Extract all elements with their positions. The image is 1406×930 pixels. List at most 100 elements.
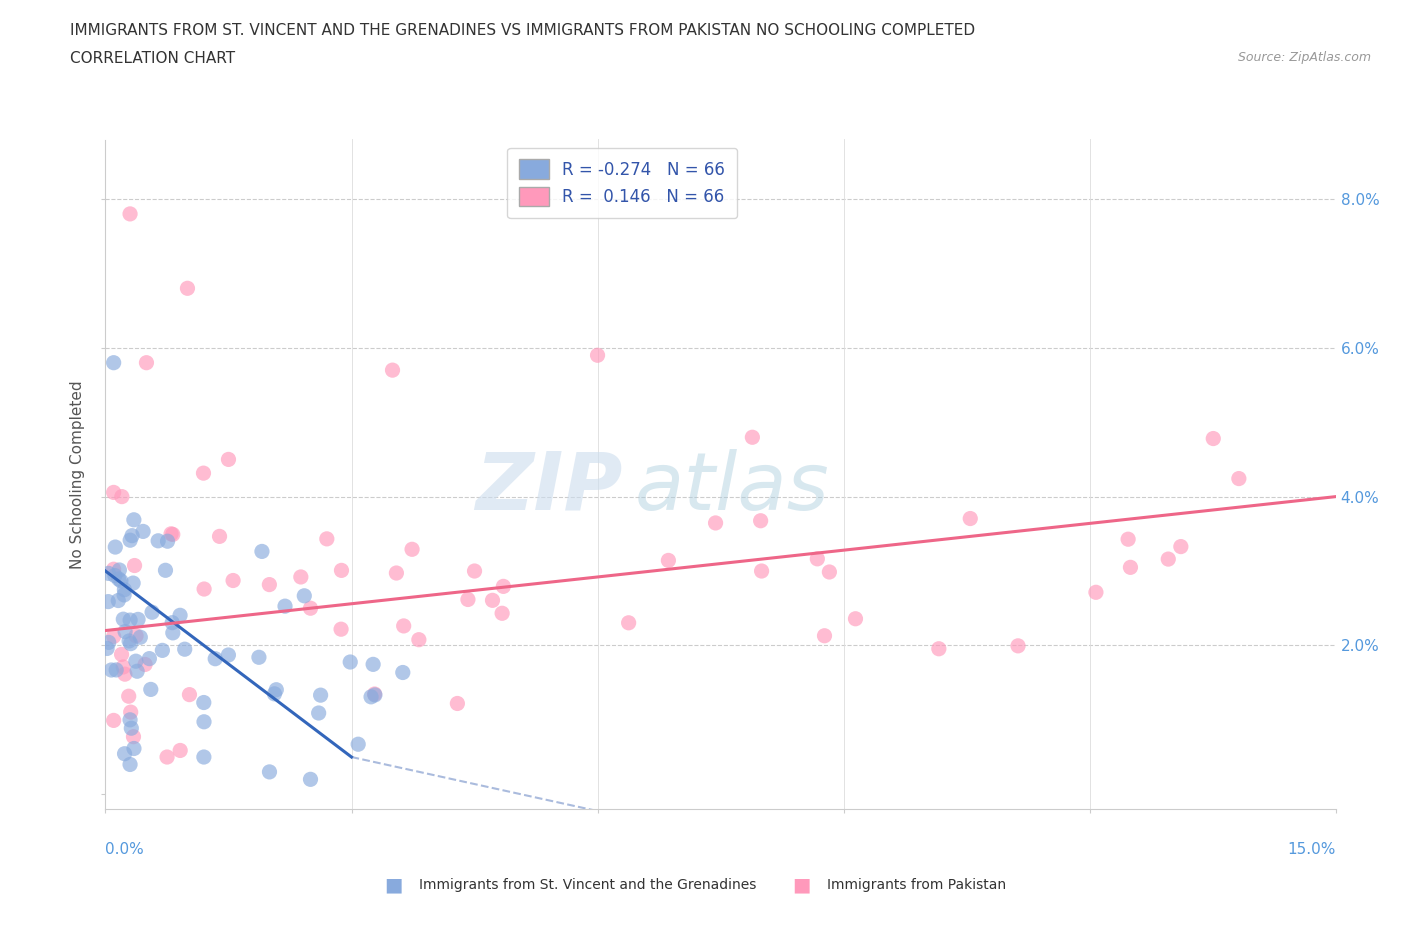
Text: ■: ■	[792, 876, 811, 895]
Point	[586, 348, 609, 363]
Point	[193, 695, 215, 710]
Point	[492, 579, 515, 594]
Text: Source: ZipAtlas.com: Source: ZipAtlas.com	[1237, 51, 1371, 64]
Point	[247, 650, 270, 665]
Point	[120, 705, 142, 720]
Point	[1119, 560, 1142, 575]
Point	[741, 430, 763, 445]
Point	[118, 633, 141, 648]
Point	[104, 568, 127, 583]
Point	[120, 712, 141, 727]
Point	[218, 452, 240, 467]
Point	[1170, 539, 1192, 554]
Point	[1084, 585, 1107, 600]
Point	[339, 655, 361, 670]
Point	[97, 635, 120, 650]
Point	[120, 613, 142, 628]
Point	[385, 565, 408, 580]
Point	[162, 527, 184, 542]
Point	[263, 686, 285, 701]
Point	[160, 526, 183, 541]
Point	[110, 647, 132, 662]
Point	[127, 612, 149, 627]
Point	[122, 729, 145, 744]
Point	[363, 686, 385, 701]
Text: 15.0%: 15.0%	[1288, 842, 1336, 857]
Point	[114, 746, 136, 761]
Point	[193, 581, 215, 596]
Point	[1116, 532, 1139, 547]
Point	[446, 696, 468, 711]
Point	[457, 592, 479, 607]
Point	[1202, 432, 1225, 446]
Point	[110, 574, 132, 589]
Text: 0.0%: 0.0%	[105, 842, 145, 857]
Point	[292, 589, 315, 604]
Point	[111, 489, 134, 504]
Point	[392, 618, 415, 633]
Point	[1227, 472, 1250, 486]
Point	[749, 513, 772, 528]
Legend: R = -0.274   N = 66, R =  0.146   N = 66: R = -0.274 N = 66, R = 0.146 N = 66	[508, 148, 737, 218]
Point	[176, 281, 198, 296]
Point	[330, 622, 353, 637]
Point	[112, 582, 135, 597]
Point	[928, 642, 950, 657]
Point	[155, 563, 177, 578]
Point	[97, 594, 120, 609]
Point	[121, 528, 143, 543]
Point	[125, 629, 148, 644]
Y-axis label: No Schooling Completed: No Schooling Completed	[70, 380, 86, 568]
Point	[120, 206, 141, 221]
Point	[806, 551, 828, 566]
Point	[160, 616, 183, 631]
Point	[103, 485, 125, 499]
Point	[100, 662, 122, 677]
Point	[481, 593, 503, 608]
Point	[169, 743, 191, 758]
Point	[97, 566, 120, 581]
Point	[141, 604, 163, 619]
Point	[208, 529, 231, 544]
Point	[112, 588, 135, 603]
Point	[751, 564, 773, 578]
Point	[347, 737, 370, 751]
Point	[704, 515, 727, 530]
Text: atlas: atlas	[634, 448, 830, 526]
Text: CORRELATION CHART: CORRELATION CHART	[70, 51, 235, 66]
Point	[361, 657, 384, 671]
Point	[138, 651, 160, 666]
Point	[193, 750, 215, 764]
Point	[103, 629, 125, 644]
Point	[401, 542, 423, 557]
Text: Immigrants from Pakistan: Immigrants from Pakistan	[827, 878, 1005, 893]
Point	[1157, 551, 1180, 566]
Point	[217, 647, 239, 662]
Point	[96, 641, 118, 656]
Point	[122, 512, 145, 527]
Point	[132, 524, 155, 538]
Point	[135, 355, 157, 370]
Point	[330, 563, 353, 578]
Point	[114, 624, 136, 639]
Point	[120, 533, 142, 548]
Point	[107, 593, 129, 608]
Point	[274, 599, 297, 614]
Point	[129, 630, 152, 644]
Point	[125, 654, 148, 669]
Point	[193, 466, 215, 481]
Point	[617, 616, 640, 631]
Point	[1007, 638, 1029, 653]
Point	[156, 534, 179, 549]
Point	[315, 531, 337, 546]
Point	[108, 563, 131, 578]
Point	[103, 355, 125, 370]
Point	[491, 605, 513, 620]
Point	[813, 629, 835, 644]
Text: IMMIGRANTS FROM ST. VINCENT AND THE GRENADINES VS IMMIGRANTS FROM PAKISTAN NO SC: IMMIGRANTS FROM ST. VINCENT AND THE GREN…	[70, 23, 976, 38]
Point	[959, 512, 981, 526]
Point	[844, 611, 866, 626]
Point	[360, 689, 382, 704]
Point	[103, 713, 125, 728]
Point	[146, 534, 169, 549]
